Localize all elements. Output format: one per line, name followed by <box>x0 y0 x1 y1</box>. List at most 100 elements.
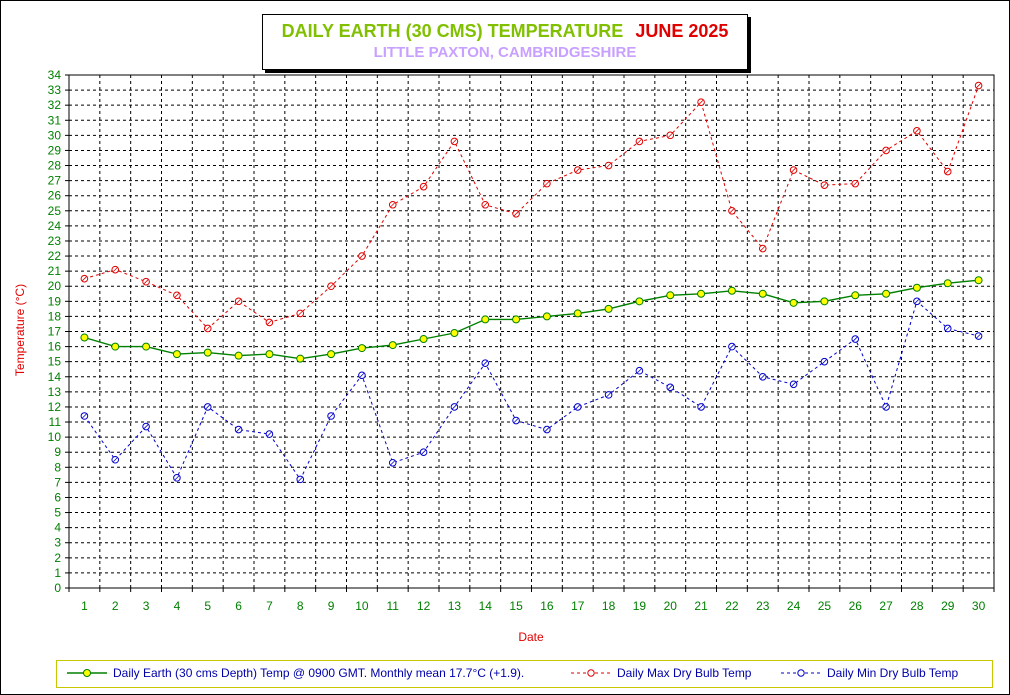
data-point-mark-max <box>143 279 149 284</box>
x-tick-label: 26 <box>849 599 863 613</box>
y-tick-label: 24 <box>48 219 62 233</box>
x-tick-label: 18 <box>602 599 616 613</box>
data-point-mark-min <box>482 360 488 366</box>
data-point-earth <box>80 333 89 342</box>
data-point-mark-max <box>236 299 241 304</box>
data-point-mark-max <box>452 139 457 144</box>
data-point-mark-max <box>544 181 550 186</box>
y-tick-label: 15 <box>48 355 62 369</box>
data-point-mark-max <box>791 167 796 173</box>
data-point-mark-max <box>112 267 118 272</box>
y-tick-label: 25 <box>48 204 62 218</box>
data-point-earth <box>727 286 736 295</box>
y-tick-label: 5 <box>54 506 61 520</box>
data-point-mark-max <box>822 182 827 188</box>
legend-label-max: Daily Max Dry Bulb Temp <box>617 666 752 680</box>
data-point-mark-max <box>729 208 735 214</box>
data-point-mark-min <box>945 326 951 331</box>
y-tick-label: 19 <box>48 294 62 308</box>
y-tick-label: 23 <box>48 234 62 248</box>
y-tick-label: 16 <box>48 340 62 354</box>
x-tick-label: 10 <box>355 599 369 613</box>
series-line-max <box>84 85 980 330</box>
data-point-mark-max <box>976 83 981 88</box>
x-tick-label: 19 <box>633 599 647 613</box>
x-tick-label: 20 <box>664 599 678 613</box>
plot-area-border <box>68 74 995 589</box>
data-point-earth <box>943 279 952 288</box>
x-tick-label: 8 <box>297 599 304 613</box>
data-point-mark-min <box>236 427 241 432</box>
x-tick-label: 12 <box>417 599 431 613</box>
legend: Daily Earth (30 cms Depth) Temp @ 0900 G… <box>56 660 993 688</box>
series-line-earth <box>84 279 979 360</box>
chart-subtitle: LITTLE PAXTON, CAMBRIDGESHIRE <box>373 44 637 61</box>
data-point-earth <box>203 348 212 357</box>
data-point-earth <box>542 312 551 321</box>
x-tick-label: 30 <box>972 599 986 613</box>
y-tick-label: 32 <box>48 98 62 112</box>
x-tick-label: 3 <box>143 599 150 613</box>
data-point-mark-min <box>205 404 211 410</box>
data-point-mark-min <box>606 392 611 398</box>
legend-swatch-max <box>571 669 611 677</box>
x-tick-label: 27 <box>879 599 893 613</box>
data-point-mark-max <box>359 253 365 259</box>
data-point-earth <box>666 291 675 300</box>
data-point-mark-max <box>760 246 766 251</box>
legend-label-earth: Daily Earth (30 cms Depth) Temp @ 0900 G… <box>113 666 525 680</box>
x-tick-label: 7 <box>266 599 273 613</box>
y-tick-label: 12 <box>48 400 62 414</box>
data-point-mark-max <box>482 202 488 208</box>
data-point-earth <box>450 329 459 338</box>
y-tick-label: 0 <box>54 581 61 595</box>
x-tick-label: 22 <box>725 599 739 613</box>
x-axis-label: Date <box>518 630 544 644</box>
grid <box>69 75 994 588</box>
data-point-mark-min <box>976 333 981 339</box>
data-point-mark-min <box>822 359 827 364</box>
data-point-mark-max <box>390 202 396 208</box>
y-tick-label: 33 <box>48 83 62 97</box>
y-tick-label: 4 <box>54 521 61 535</box>
data-point-mark-min <box>698 404 704 410</box>
y-tick-label: 3 <box>54 536 61 550</box>
data-point-mark-min <box>791 382 796 387</box>
legend-label-min: Daily Min Dry Bulb Temp <box>827 666 959 680</box>
data-point-mark-min <box>267 431 272 437</box>
data-point-earth <box>357 344 366 353</box>
data-point-mark-max <box>205 326 211 331</box>
data-point-earth <box>635 297 644 306</box>
data-point-earth <box>573 309 582 318</box>
x-tick-label: 29 <box>941 599 955 613</box>
series-earth <box>80 276 983 363</box>
x-tick-label: 21 <box>694 599 708 613</box>
y-axis-label: Temperature (°C) <box>13 284 27 376</box>
x-tick-label: 2 <box>112 599 119 613</box>
legend-item-min: Daily Min Dry Bulb Temp <box>779 666 958 680</box>
y-tick-label: 20 <box>48 279 62 293</box>
chart-title-box: DAILY EARTH (30 CMS) TEMPERATURE JUNE 202… <box>262 14 748 70</box>
y-tick-label: 30 <box>48 128 62 142</box>
data-point-earth <box>111 342 120 351</box>
data-point-mark-max <box>883 148 889 153</box>
y-tick-label: 21 <box>48 264 62 278</box>
x-tick-label: 14 <box>479 599 493 613</box>
data-point-mark-min <box>359 372 365 378</box>
data-point-earth <box>974 276 983 285</box>
data-point-mark-min <box>390 460 396 466</box>
data-point-mark-max <box>667 133 673 138</box>
y-tick-label: 17 <box>48 325 62 339</box>
y-tick-label: 29 <box>48 143 62 157</box>
data-point-mark-min <box>852 336 858 342</box>
data-point-earth <box>820 297 829 306</box>
x-tick-label: 5 <box>204 599 211 613</box>
data-point-earth <box>142 342 151 351</box>
series <box>80 81 983 484</box>
y-tick-label: 1 <box>54 566 61 580</box>
data-point-earth <box>234 351 243 360</box>
data-point-mark-max <box>852 181 858 186</box>
x-tick-label: 11 <box>387 599 400 613</box>
data-point-mark-max <box>606 163 611 168</box>
data-point-mark-min <box>729 344 735 349</box>
